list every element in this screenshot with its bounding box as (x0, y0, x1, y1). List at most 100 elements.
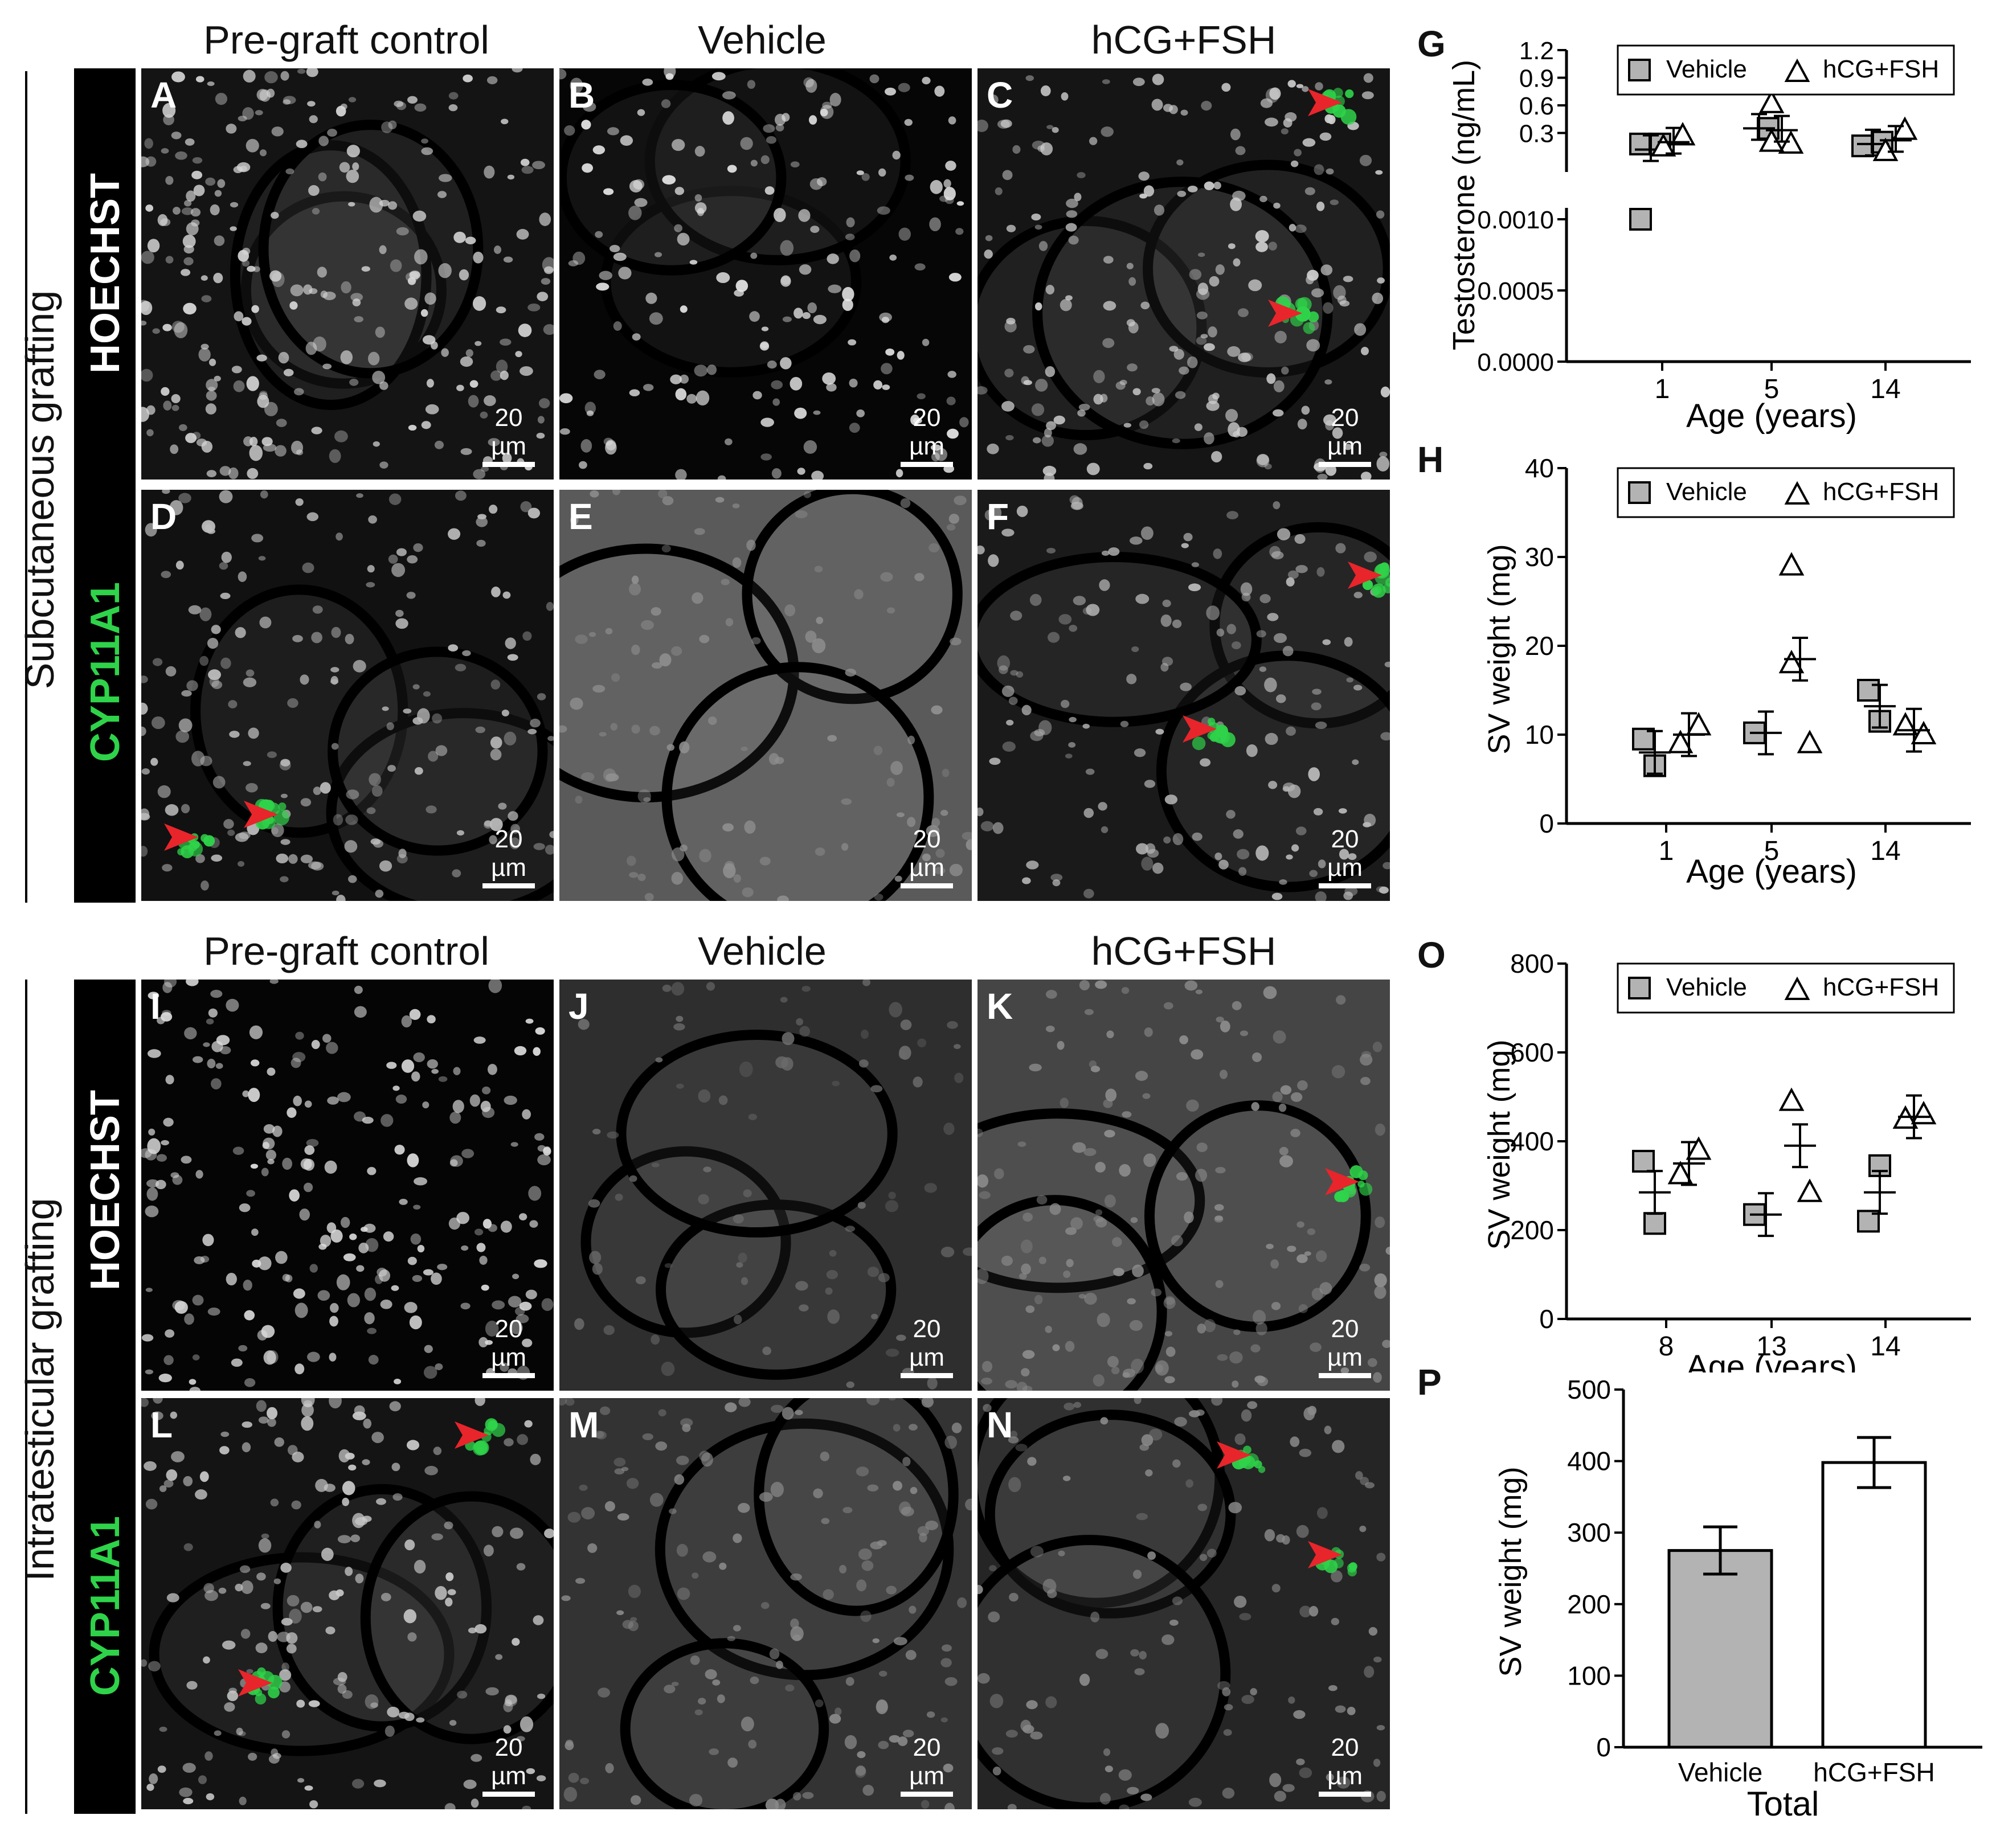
nucleus (1252, 1052, 1262, 1062)
nucleus (1090, 1611, 1100, 1622)
nucleus (412, 210, 427, 222)
nucleus (651, 662, 662, 669)
nucleus (348, 202, 355, 207)
nucleus (312, 1606, 322, 1613)
nucleus (1073, 596, 1086, 606)
nucleus (210, 204, 220, 216)
nucleus (292, 1052, 306, 1063)
nucleus (141, 675, 148, 683)
nucleus (1022, 1350, 1035, 1359)
nucleus (1269, 87, 1281, 100)
nucleus (559, 1398, 567, 1406)
nucleus (794, 308, 803, 319)
nucleus (203, 1042, 210, 1047)
nucleus (396, 548, 407, 556)
nucleus (842, 286, 854, 302)
nucleus (696, 390, 710, 406)
nucleus (575, 634, 588, 644)
nucleus (902, 1730, 914, 1738)
nucleus (208, 669, 221, 681)
nucleus (338, 1449, 350, 1463)
nucleus (181, 269, 191, 276)
nucleus (1105, 1765, 1113, 1772)
nucleus (1372, 292, 1384, 304)
micrograph-panel-e: E 20 µm (559, 490, 972, 901)
nucleus (977, 1673, 990, 1684)
nucleus (1194, 423, 1202, 431)
nucleus (869, 74, 880, 84)
nucleus (1012, 145, 1021, 154)
nucleus (427, 1015, 436, 1024)
tubule (661, 662, 934, 901)
nucleus (1132, 388, 1141, 396)
nucleus (1112, 1268, 1124, 1276)
nucleus (1102, 338, 1115, 349)
nucleus (1201, 101, 1212, 111)
cyp11a1-positive-cell (1217, 727, 1227, 736)
nucleus (365, 1694, 379, 1710)
nucleus (592, 1263, 603, 1275)
nucleus (1206, 400, 1220, 411)
nucleus (909, 1605, 917, 1614)
nucleus (1309, 870, 1318, 878)
nucleus (304, 1100, 312, 1108)
nucleus (914, 263, 926, 271)
nucleus (307, 101, 316, 107)
nucleus (750, 1676, 759, 1685)
nucleus (461, 1245, 469, 1251)
nucleus (455, 490, 467, 501)
legend-marker-hcg (1784, 481, 1810, 505)
nucleus (230, 226, 237, 231)
nucleus (1120, 720, 1129, 727)
bar-vehicle (1667, 1549, 1773, 1749)
nucleus (1311, 288, 1324, 298)
nucleus (1002, 170, 1013, 181)
nucleus (289, 1608, 302, 1624)
nucleus (1098, 802, 1107, 811)
nucleus (848, 339, 857, 346)
nucleus (1239, 1613, 1251, 1621)
tubule (559, 543, 799, 802)
nucleus (448, 644, 459, 652)
nucleus (1200, 758, 1211, 767)
nucleus (324, 1160, 337, 1174)
nucleus (776, 1661, 783, 1669)
nucleus (460, 1302, 471, 1310)
nucleus (1311, 702, 1322, 711)
nucleus (224, 1702, 235, 1712)
nucleus (1176, 159, 1184, 166)
nucleus (315, 1478, 328, 1492)
nucleus (256, 89, 268, 101)
nucleus (1005, 1730, 1018, 1738)
nucleus (1383, 862, 1390, 870)
nucleus (213, 272, 223, 284)
nucleus (504, 1695, 518, 1707)
nucleus (522, 631, 532, 641)
nucleus (421, 138, 428, 144)
nucleus (1191, 1049, 1204, 1060)
fig-letter-h: H (1417, 439, 1444, 480)
nucleus (1173, 349, 1184, 360)
nucleus (516, 1736, 525, 1742)
nucleus (329, 1398, 342, 1409)
nucleus (434, 440, 444, 449)
nucleus (340, 1216, 350, 1228)
legend-label-vehicle: Vehicle (1666, 55, 1747, 83)
nucleus (673, 1023, 685, 1031)
nucleus (1031, 214, 1041, 221)
nucleus (517, 1434, 528, 1445)
nucleus (664, 1685, 676, 1694)
nucleus (414, 1177, 427, 1186)
nucleus (206, 1793, 215, 1801)
nucleus (522, 1338, 533, 1347)
nucleus (1281, 366, 1289, 375)
nucleus (1045, 285, 1055, 295)
nucleus (1241, 1409, 1252, 1422)
nucleus (239, 1203, 251, 1212)
nucleus (413, 543, 423, 552)
nucleus (1151, 388, 1160, 394)
nucleus (1264, 1529, 1275, 1542)
nucleus (1301, 405, 1310, 415)
nucleus (926, 1711, 935, 1718)
legend-marker-hcg (1784, 976, 1810, 1000)
